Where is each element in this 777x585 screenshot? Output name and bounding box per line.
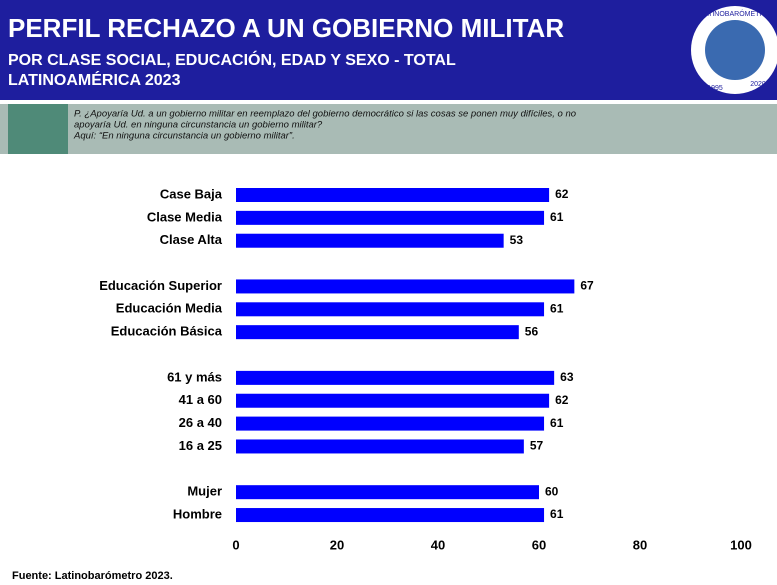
bar	[236, 485, 539, 500]
source: Fuente: Latinobarómetro 2023.	[12, 570, 173, 582]
subtitle: POR CLASE SOCIAL, EDUCACIÓN, EDAD Y SEXO…	[8, 50, 456, 69]
value-label: 57	[530, 439, 544, 453]
y-tick-label: Case Baja	[160, 186, 223, 201]
value-label: 53	[510, 233, 524, 247]
question-line: Aquí: “En ninguna circunstancia un gobie…	[73, 131, 295, 142]
logo-globe	[705, 20, 765, 80]
bar	[236, 188, 550, 202]
bar	[236, 508, 545, 523]
y-tick-label: Clase Alta	[160, 232, 223, 247]
bar	[236, 210, 545, 225]
y-tick-label: Educación Básica	[111, 324, 223, 339]
value-label: 61	[550, 416, 564, 430]
x-tick-label: 100	[730, 537, 752, 552]
x-tick-label: 60	[532, 537, 546, 552]
question-line: P. ¿Apoyaría Ud. a un gobierno militar e…	[74, 109, 576, 120]
bar	[236, 302, 545, 317]
y-tick-label: 61 y más	[167, 369, 222, 384]
bar	[236, 370, 555, 385]
value-label: 61	[550, 507, 564, 521]
x-tick-label: 0	[232, 537, 239, 552]
logo-name: LATINOBARÓMETRO	[700, 9, 770, 18]
question-box	[0, 104, 777, 154]
bar	[236, 393, 550, 408]
y-tick-label: 26 a 40	[179, 415, 222, 430]
header-band	[0, 0, 777, 100]
bar	[236, 233, 504, 248]
x-tick-label: 40	[431, 537, 445, 552]
y-tick-label: 41 a 60	[179, 392, 222, 407]
value-label: 62	[555, 393, 569, 407]
question-marker	[8, 104, 68, 154]
y-tick-label: Educación Media	[116, 301, 223, 316]
value-label: 60	[545, 484, 559, 498]
y-tick-label: Educación Superior	[99, 278, 222, 293]
subtitle: LATINOAMÉRICA 2023	[8, 70, 181, 89]
value-label: 61	[550, 301, 564, 315]
y-tick-label: Hombre	[173, 506, 222, 521]
value-label: 61	[550, 210, 564, 224]
bar	[236, 439, 524, 454]
x-tick-label: 80	[633, 537, 647, 552]
value-label: 56	[525, 324, 539, 338]
title: PERFIL RECHAZO A UN GOBIERNO MILITAR	[8, 13, 564, 43]
logo-year: 2020	[750, 81, 766, 88]
y-tick-label: 16 a 25	[179, 438, 222, 453]
value-label: 63	[560, 370, 574, 384]
question-line: apoyaría Ud. en ninguna circunstancia un…	[74, 120, 323, 131]
y-tick-label: Clase Media	[147, 209, 223, 224]
bar	[236, 279, 575, 294]
x-tick-label: 20	[330, 537, 344, 552]
y-tick-label: Mujer	[187, 484, 222, 499]
logo-year: 1995	[707, 85, 723, 92]
bar	[236, 416, 545, 431]
value-label: 67	[580, 279, 594, 293]
bar	[236, 325, 519, 340]
value-label: 62	[555, 187, 569, 201]
